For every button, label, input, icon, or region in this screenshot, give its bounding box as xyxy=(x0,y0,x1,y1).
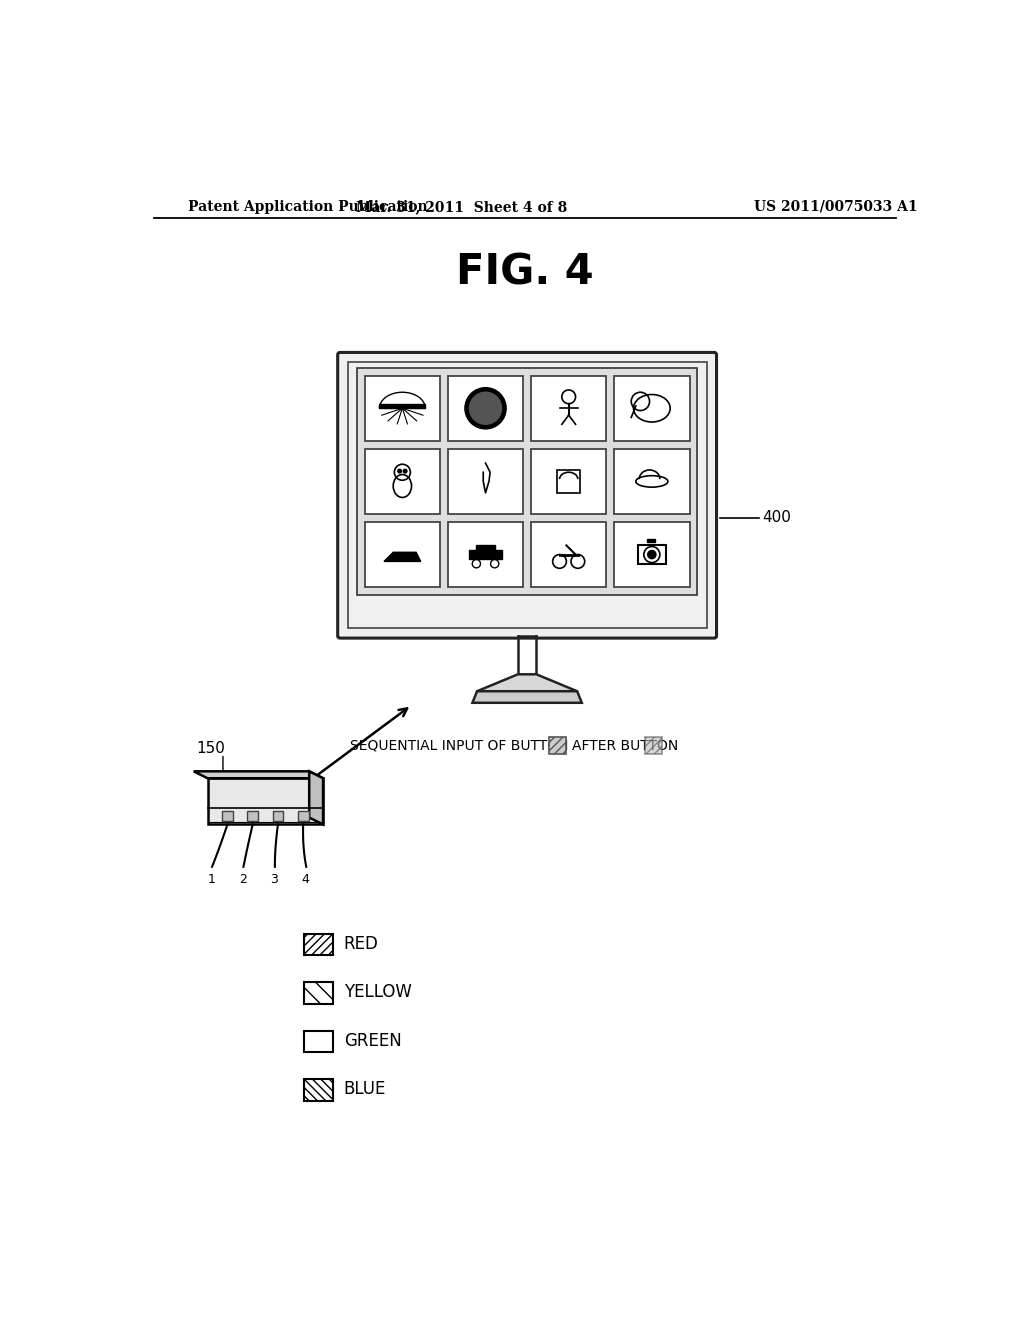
Bar xyxy=(365,375,440,441)
FancyBboxPatch shape xyxy=(338,352,717,638)
Bar xyxy=(304,933,333,956)
Bar xyxy=(298,810,308,821)
Text: RED: RED xyxy=(344,935,379,953)
Circle shape xyxy=(490,560,499,568)
Polygon shape xyxy=(472,692,582,702)
Circle shape xyxy=(465,388,506,429)
Text: SEQUENTIAL INPUT OF BUTTON: SEQUENTIAL INPUT OF BUTTON xyxy=(350,739,568,752)
Bar xyxy=(614,449,689,515)
Text: AFTER BUTTON: AFTER BUTTON xyxy=(571,739,678,752)
Bar xyxy=(304,1080,333,1101)
Bar xyxy=(357,368,697,595)
Text: 150: 150 xyxy=(196,742,225,756)
Polygon shape xyxy=(194,771,323,779)
Circle shape xyxy=(469,392,502,424)
Text: US 2011/0075033 A1: US 2011/0075033 A1 xyxy=(755,199,918,214)
Bar xyxy=(447,521,523,587)
Bar xyxy=(447,375,523,441)
Polygon shape xyxy=(384,552,421,561)
Circle shape xyxy=(472,560,480,568)
Bar xyxy=(557,470,581,492)
Bar xyxy=(247,810,258,821)
Circle shape xyxy=(403,470,407,473)
Bar xyxy=(645,738,662,755)
Bar xyxy=(549,738,565,755)
Bar xyxy=(469,550,502,560)
Text: YELLOW: YELLOW xyxy=(344,983,412,1002)
Bar xyxy=(638,545,666,564)
Text: 1: 1 xyxy=(208,873,215,886)
Polygon shape xyxy=(208,779,323,825)
Bar xyxy=(647,539,655,543)
Bar xyxy=(531,521,606,587)
Text: GREEN: GREEN xyxy=(344,1032,401,1049)
Bar xyxy=(531,375,606,441)
Bar xyxy=(304,1031,333,1052)
Text: FIG. 4: FIG. 4 xyxy=(456,251,594,293)
Bar xyxy=(531,449,606,515)
Bar xyxy=(614,521,689,587)
Bar xyxy=(447,449,523,515)
Polygon shape xyxy=(309,771,323,825)
Circle shape xyxy=(397,470,401,473)
Bar xyxy=(365,521,440,587)
Bar xyxy=(348,363,707,628)
Circle shape xyxy=(648,550,656,558)
Text: BLUE: BLUE xyxy=(344,1080,386,1098)
Text: 4: 4 xyxy=(302,873,309,886)
Text: Mar. 31, 2011  Sheet 4 of 8: Mar. 31, 2011 Sheet 4 of 8 xyxy=(356,199,567,214)
Polygon shape xyxy=(477,675,578,692)
Text: 3: 3 xyxy=(270,873,279,886)
Bar xyxy=(614,375,689,441)
Bar xyxy=(476,545,495,552)
Text: Patent Application Publication: Patent Application Publication xyxy=(188,199,428,214)
Text: 2: 2 xyxy=(239,873,247,886)
Bar xyxy=(222,810,232,821)
Bar xyxy=(304,982,333,1003)
Bar xyxy=(272,810,284,821)
Bar xyxy=(365,449,440,515)
Text: 400: 400 xyxy=(762,511,791,525)
